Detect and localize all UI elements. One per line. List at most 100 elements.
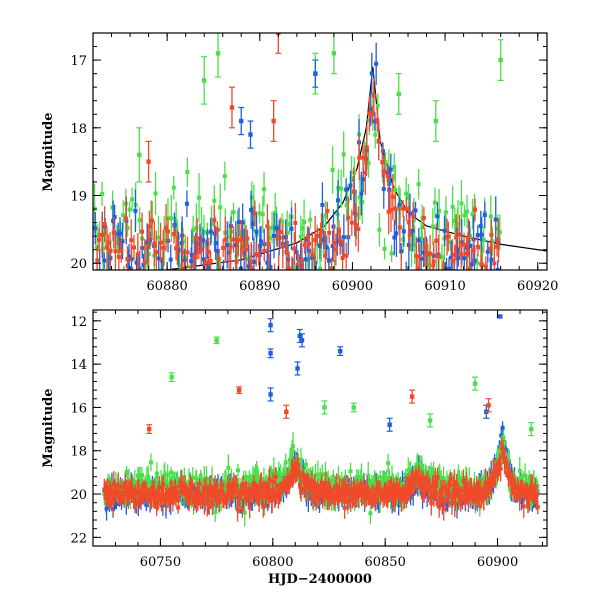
bottom-green-point [427, 475, 432, 480]
bottom-blue-point [249, 501, 254, 506]
bottom-red-point [131, 496, 136, 501]
top-green-point [465, 209, 470, 214]
bottom-red-point [247, 505, 252, 510]
top-green-point [448, 240, 453, 245]
bottom-red-point [290, 478, 295, 483]
bottom-red-point [497, 462, 502, 467]
top-green-point [171, 185, 176, 190]
top-green-point [262, 187, 267, 192]
top-red-point [346, 215, 351, 220]
bottom-red-point [221, 493, 226, 498]
bottom-red-point [123, 480, 128, 485]
bottom-red-point [149, 495, 154, 500]
top-red-point [208, 259, 213, 264]
top-blue-point [197, 236, 202, 241]
bottom-blue-point [445, 500, 450, 505]
bottom-red-point [437, 503, 442, 508]
bottom-red-point [365, 485, 370, 490]
top-blue-point [462, 256, 467, 261]
top-red-point [495, 244, 500, 249]
bottom-green-point [378, 475, 383, 480]
top-red-point [340, 255, 345, 260]
bottom-red-point [495, 472, 500, 477]
top-x-tick-label-2: 60900 [332, 279, 373, 294]
bottom-green-point [236, 486, 241, 491]
bottom-red-point [436, 500, 441, 505]
bottom-green-point [154, 478, 159, 483]
top-green-point [478, 246, 483, 251]
top-red-point [119, 248, 124, 253]
bottom-green-point [190, 475, 195, 480]
top-green-point [209, 222, 214, 227]
top-green-point [137, 218, 142, 223]
bottom-red-point [195, 487, 200, 492]
bottom-red-point [453, 493, 458, 498]
bottom-blue-point [400, 479, 405, 484]
bottom-red-point [507, 471, 512, 476]
top-green-point [127, 207, 132, 212]
bottom-red-point [407, 488, 412, 493]
bottom-y-axis-label: Magnitude [41, 388, 56, 467]
bottom-x-tick-label-0: 60750 [140, 555, 181, 570]
bottom-red-point [249, 489, 254, 494]
bottom-green-point [287, 457, 292, 462]
top-green-point [287, 221, 292, 226]
bottom-green-point [146, 475, 151, 480]
top-green-point [159, 268, 164, 270]
top-green-point [267, 235, 272, 240]
top-red-point [292, 246, 297, 251]
top-green-point [393, 187, 398, 192]
bottom-green-point [348, 469, 353, 474]
bottom-red-point [439, 492, 444, 497]
bottom-red-point [259, 483, 264, 488]
bottom-green-point [415, 462, 420, 467]
bottom-green-point [527, 479, 532, 484]
bottom-blue-point [500, 425, 505, 430]
bottom-red-point [179, 481, 184, 486]
bottom-red-point [251, 492, 256, 497]
bottom-red-point [475, 488, 480, 493]
bottom-red-point [227, 484, 232, 489]
bottom-green-point [290, 447, 295, 452]
top-blue-point [145, 240, 150, 245]
top-green-point [389, 251, 394, 256]
top-green-point [462, 213, 467, 218]
bottom-red-point [531, 495, 536, 500]
bottom-green-point [429, 466, 434, 471]
top-green-point [455, 222, 460, 227]
top-blue-point [478, 223, 483, 228]
bottom-red-point [109, 491, 114, 496]
bottom-red-point [518, 489, 523, 494]
top-green-point [439, 255, 444, 260]
bottom-red-point [210, 501, 215, 506]
bottom-green-point [406, 468, 411, 473]
bottom-axis-ticks: 60750 60800 60850 60900 12 14 16 18 20 22 [70, 310, 547, 570]
bottom-red-point [393, 490, 398, 495]
bottom-blue-outlier-point-6 [338, 348, 343, 354]
bottom-red-point [237, 495, 242, 500]
bottom-red-point [315, 494, 320, 499]
bottom-red-point [176, 498, 181, 503]
bottom-green-point [369, 479, 374, 484]
bottom-red-point [258, 480, 263, 485]
top-y-tick-label-1: 18 [70, 122, 87, 137]
bottom-red-point [449, 500, 454, 505]
top-green-point [392, 165, 397, 170]
bottom-red-point [503, 464, 508, 469]
top-red-point [249, 266, 254, 270]
bottom-green-point [431, 470, 436, 475]
top-blue-point [359, 191, 364, 196]
top-red-point [158, 240, 163, 245]
bottom-green-point [368, 511, 373, 516]
top-green-point [231, 210, 236, 215]
bottom-green-point [459, 476, 464, 481]
bottom-red-point [125, 490, 130, 495]
bottom-red-point [364, 493, 369, 498]
top-blue-point [320, 202, 325, 207]
bottom-green-point [254, 467, 259, 472]
top-blue-point [449, 255, 454, 260]
bottom-green-point [138, 476, 143, 481]
bottom-green-point [354, 480, 359, 485]
bottom-red-point [290, 463, 295, 468]
top-red-point [401, 206, 406, 211]
